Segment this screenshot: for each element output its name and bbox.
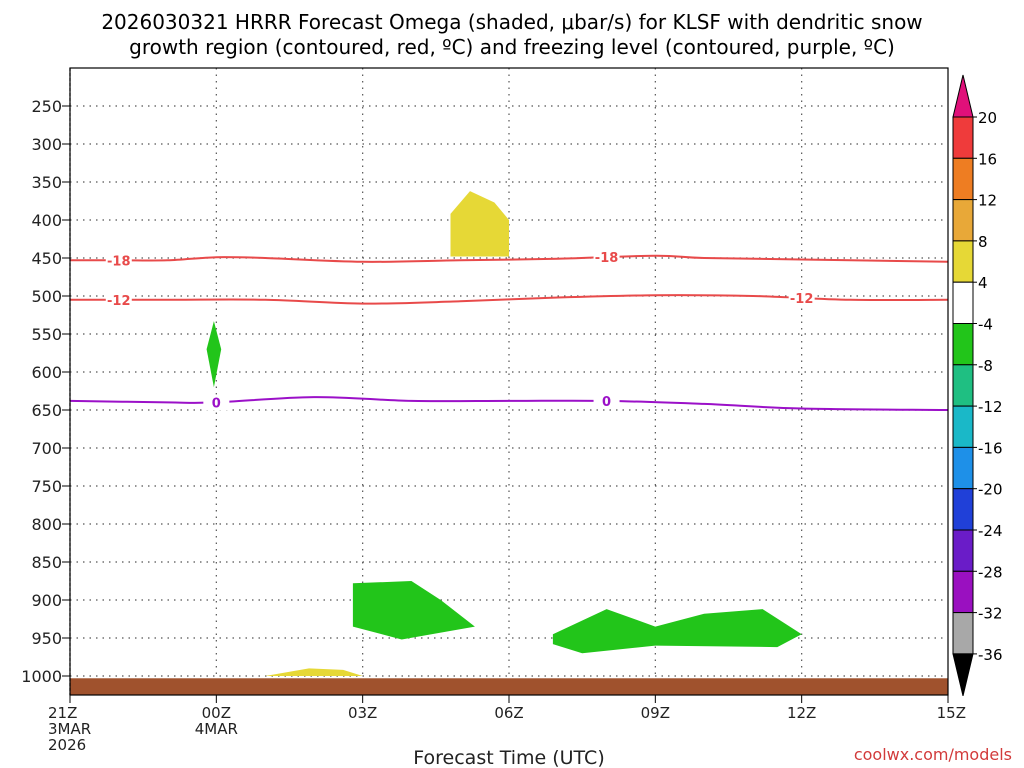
- y-tick-label-650: 650: [31, 401, 62, 420]
- contour-label-bg-2-1: [593, 392, 620, 409]
- colorbar-segment-5: [952, 323, 974, 366]
- colorbar-label-3: 8: [978, 233, 988, 251]
- colorbar-label-6: -8: [978, 357, 993, 375]
- colorbar: 20 16 12 8 4 -4 -8 -12 -16 -20 -24 -28 -32 -36: [952, 74, 1003, 697]
- y-tick-label-450: 450: [31, 249, 62, 268]
- contour-label-2-1: 0: [602, 395, 611, 410]
- y-tick-label-750: 750: [31, 477, 62, 496]
- contour-line-0: [70, 254, 949, 263]
- contour-label-bg-0-1: [593, 249, 620, 266]
- colorbar-label-12: -32: [978, 605, 1003, 623]
- contour-label-2-0: 0: [212, 396, 221, 411]
- x-tick-label-18-0: 15Z: [937, 704, 966, 722]
- y-tick-label-600: 600: [31, 363, 62, 382]
- ground-band: [70, 678, 948, 695]
- x-tick-label-15-0: 12Z: [787, 704, 816, 722]
- colorbar-segment-11: [952, 570, 974, 614]
- y-tick-label-850: 850: [31, 553, 62, 572]
- plot-area: 250 300 350 400 450 500 550 600 650 700 750 800 850 9…: [21, 67, 966, 754]
- colorbar-top-arrow: [952, 74, 974, 118]
- y-tick-label-250: 250: [31, 97, 62, 116]
- x-axis-label: Forecast Time (UTC): [413, 747, 604, 768]
- colorbar-label-5: -4: [978, 316, 993, 334]
- colorbar-label-10: -24: [978, 522, 1003, 540]
- colorbar-label-2: 12: [978, 192, 997, 210]
- y-tick-label-400: 400: [31, 211, 62, 230]
- contour-label-bg-2-0: [203, 394, 230, 411]
- colorbar-segment-12: [952, 612, 974, 655]
- contour-label-0-1: -18: [595, 251, 619, 266]
- y-tick-label-800: 800: [31, 515, 62, 534]
- colorbar-label-0: 20: [978, 109, 997, 127]
- colorbar-label-13: -36: [978, 646, 1003, 664]
- colorbar-label-8: -16: [978, 439, 1003, 457]
- omega-region-1: [352, 581, 475, 640]
- x-tick-label-6-0: 03Z: [348, 704, 377, 722]
- x-tick-label-3-0: 00Z: [202, 704, 231, 722]
- y-tick-label-1000: 1000: [21, 667, 62, 686]
- y-tick-label-300: 300: [31, 135, 62, 154]
- colorbar-segment-6: [952, 364, 974, 407]
- colorbar-segment-10: [952, 529, 974, 572]
- x-tick-label-0-1: 3MAR: [48, 720, 91, 738]
- contour-label-bg-0-0: [105, 252, 132, 269]
- plot-frame: [69, 67, 949, 696]
- y-tick-label-700: 700: [31, 439, 62, 458]
- colorbar-segment-0: [952, 116, 974, 159]
- contour-label-0-0: -18: [107, 254, 131, 269]
- x-tick-label-0-2: 2026: [48, 736, 86, 754]
- contour-label-1-1: -12: [790, 292, 814, 307]
- colorbar-segment-3: [952, 240, 974, 283]
- x-tick-label-0-0: 21Z: [48, 704, 77, 722]
- colorbar-bottom-arrow: [952, 653, 974, 697]
- contour-line-2: [69, 396, 949, 411]
- colorbar-label-9: -20: [978, 481, 1003, 499]
- colorbar-label-1: 16: [978, 150, 997, 168]
- chart-title-line1: 2026030321 HRRR Forecast Omega (shaded, …: [101, 10, 922, 34]
- y-tick-label-550: 550: [31, 325, 62, 344]
- contour-label-1-0: -12: [107, 294, 131, 309]
- colorbar-label-11: -28: [978, 563, 1003, 581]
- chart-title-line2: growth region (contoured, red, ºC) and f…: [129, 35, 895, 59]
- y-tick-label-500: 500: [31, 287, 62, 306]
- x-tick-label-12-0: 09Z: [641, 704, 670, 722]
- colorbar-label-7: -12: [978, 398, 1003, 416]
- colorbar-segment-1: [952, 157, 974, 201]
- colorbar-segment-8: [952, 446, 974, 490]
- contour-label-bg-1-0: [105, 291, 132, 308]
- y-tick-label-350: 350: [31, 173, 62, 192]
- omega-region-3: [450, 191, 509, 257]
- credit-text: coolwx.com/models: [854, 745, 1012, 764]
- colorbar-segment-7: [952, 405, 974, 448]
- y-tick-label-950: 950: [31, 629, 62, 648]
- colorbar-segment-2: [952, 199, 974, 242]
- colorbar-label-4: 4: [978, 274, 988, 292]
- omega-region-0: [206, 321, 222, 388]
- y-tick-label-900: 900: [31, 591, 62, 610]
- colorbar-segment-4: [952, 281, 974, 325]
- omega-region-2: [552, 609, 802, 654]
- x-tick-label-9-0: 06Z: [494, 704, 523, 722]
- omega-region-4: [265, 668, 363, 676]
- colorbar-segment-9: [952, 488, 974, 531]
- contour-label-bg-1-1: [788, 289, 815, 306]
- x-tick-label-3-1: 4MAR: [195, 720, 238, 738]
